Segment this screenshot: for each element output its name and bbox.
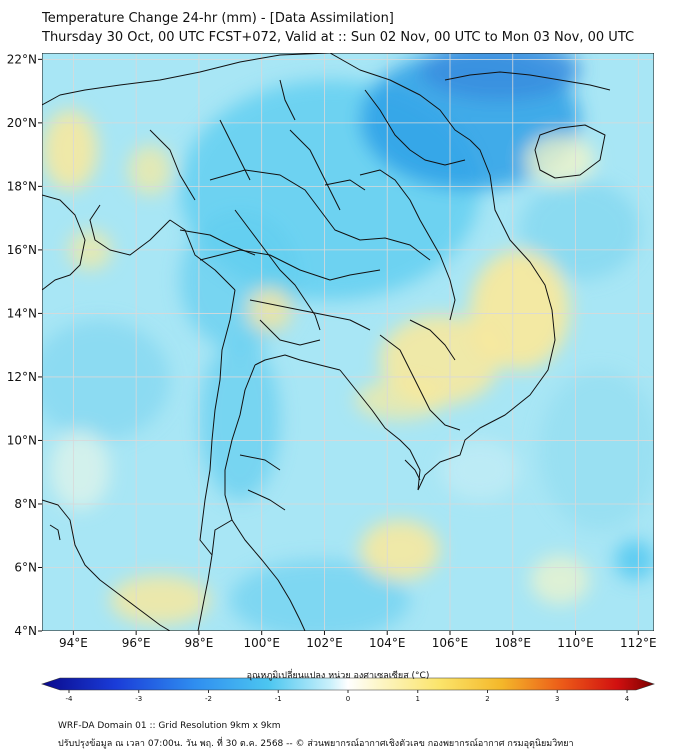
lat-tick-label: 4°N [14,624,37,638]
map-field [42,53,654,631]
colorbar-ticks: -4 -3 -2 -1 0 1 2 3 4 [66,690,630,703]
lat-tick-label: 18°N [7,179,37,193]
lon-tick-label: 106°E [432,636,469,650]
lat-tick-label: 8°N [14,497,37,511]
footer-model-info: WRF-DA Domain 01 :: Grid Resolution 9km … [58,721,281,731]
lon-tick-label: 108°E [495,636,532,650]
lat-tick-label: 16°N [7,243,37,257]
colorbar-title: อุณหภูมิเปลี่ยนแปลง หน่วย องศาเซลเซียส (… [246,671,430,681]
lon-tick-label: 98°E [184,636,213,650]
colorbar-tick-label: -2 [205,695,212,703]
lat-tick-label: 10°N [7,433,37,447]
lon-tick-label: 96°E [122,636,151,650]
lat-tick-label: 12°N [7,370,37,384]
footer-update-info: ปรับปรุงข้อมูล ณ เวลา 07:00น. วัน พฤ. ที… [58,739,574,749]
colorbar-tick-label: 1 [416,695,420,703]
lon-tick-label: 104°E [369,636,406,650]
lon-tick-label: 94°E [59,636,88,650]
lat-tick-label: 6°N [14,560,37,574]
axis-ticks: 94°E 96°E 98°E 100°E 102°E 104°E 106°E 108°E 110… [7,52,657,650]
colorbar-tick-label: 4 [625,695,630,703]
colorbar-tick-label: 2 [485,695,489,703]
lon-tick-label: 110°E [557,636,594,650]
colorbar-tick-label: -1 [275,695,282,703]
lon-tick-label: 112°E [620,636,657,650]
lon-tick-label: 102°E [306,636,343,650]
lat-tick-label: 20°N [7,116,37,130]
coastlines-borders [42,53,611,631]
map-subtitle: Thursday 30 Oct, 00 UTC FCST+072, Valid … [42,30,635,45]
colorbar-tick-label: 0 [346,695,350,703]
colorbar: -4 -3 -2 -1 0 1 2 3 4 [41,677,655,703]
graticule [42,53,654,631]
lat-tick-label: 22°N [7,52,37,66]
lon-tick-label: 100°E [243,636,280,650]
map-title: Temperature Change 24-hr (mm) - [Data As… [42,11,394,26]
colorbar-tick-label: -3 [135,695,142,703]
colorbar-tick-label: 3 [555,695,559,703]
colorbar-tick-label: -4 [66,695,74,703]
lat-tick-label: 14°N [7,306,37,320]
